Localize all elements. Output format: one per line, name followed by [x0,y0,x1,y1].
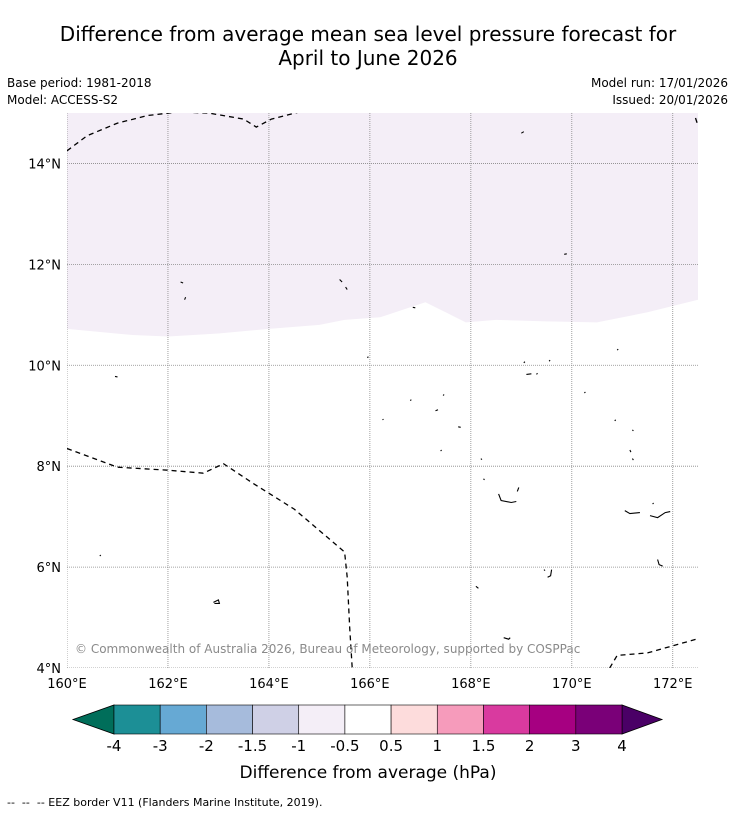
colorbar-tick-label: -4 [107,737,122,755]
island-19 [584,391,586,394]
chart-title: Difference from average mean sea level p… [0,22,736,70]
colorbar-tick-label: 1 [432,737,442,755]
island-33 [543,569,546,571]
island-34 [547,569,553,578]
island-27 [498,493,517,504]
colorbar-cell-2 [206,704,253,735]
island-35 [475,585,479,589]
colorbar-tick-label: -1.5 [238,737,267,755]
y-tick-label: 8°N [37,460,62,475]
map-plot: © Commonwealth of Australia 2026, Bureau… [28,113,698,755]
island-36 [503,637,511,640]
colorbar-cell-1 [159,704,207,735]
island-31 [652,502,654,505]
island-4 [521,131,525,134]
island-24 [631,458,634,461]
colorbar-tick-label: -0.5 [330,737,359,755]
island-9 [458,426,461,428]
x-tick-label: 172°E [653,677,693,692]
island-28 [516,487,520,492]
colorbar-tick-label: -3 [153,737,168,755]
colorbar-tick-label: -1 [291,737,306,755]
colorbar-tick-label: 1.5 [472,737,496,755]
colorbar-cell-4 [298,704,346,735]
colorbar-tick-label: 3 [571,737,581,755]
x-tick-label: 166°E [350,677,390,692]
y-tick-label: 12°N [28,258,61,273]
island-10 [382,418,384,421]
colorbar-under-arrow [71,704,115,735]
island-32 [657,559,663,567]
plot-area: © Commonwealth of Australia 2026, Bureau… [67,113,698,668]
colorbar-label: Difference from average (hPa) [239,763,497,783]
island-20 [616,348,619,351]
meta-right: Model run: 17/01/2026 Issued: 20/01/2026 [591,75,728,109]
island-14 [440,449,442,452]
issued-date: Issued: 20/01/2026 [612,93,728,107]
island-25 [480,458,483,460]
island-5 [564,253,567,255]
island-8 [114,375,118,378]
title-line-1: Difference from average mean sea level p… [59,22,677,46]
eez-border-0 [67,113,298,152]
colorbar-cell-10 [575,704,623,735]
eez-legend: -- -- -- EEZ border V11 (Flanders Marine… [7,796,323,809]
x-tick-label: 162°E [148,677,188,692]
island-17 [536,372,538,375]
y-tick-label: 14°N [28,157,61,172]
base-period: Base period: 1981-2018 [7,76,152,90]
island-3 [345,286,348,290]
colorbar-tick-label: -2 [199,737,214,755]
island-6 [412,306,416,309]
island-12 [442,394,445,396]
meta-left: Base period: 1981-2018 Model: ACCESS-S2 [7,75,152,109]
eez-border-1 [694,117,698,126]
island-23 [629,449,632,453]
island-21 [614,419,617,422]
copyright-watermark: © Commonwealth of Australia 2026, Bureau… [75,642,580,656]
title-line-2: April to June 2026 [278,46,458,70]
colorbar-cell-8 [483,704,530,735]
colorbar-cell-7 [436,704,484,735]
island-37 [99,554,102,557]
y-tick-label: 4°N [37,662,62,677]
colorbar-over-arrow [621,704,664,735]
island-1 [184,296,187,300]
colorbar-cell-9 [529,704,577,735]
island-22 [632,429,634,432]
region-minus-1-to-minus-0-5 [67,113,698,337]
colorbar-tick-label: 4 [617,737,627,755]
colorbar-cell-0 [113,704,161,735]
y-tick-label: 10°N [28,359,61,374]
colorbar-tick-label: 2 [525,737,535,755]
x-tick-label: 164°E [249,677,289,692]
island-18 [548,359,551,362]
island-38 [213,599,221,604]
model-name: Model: ACCESS-S2 [7,93,119,107]
island-15 [523,361,526,364]
model-run: Model run: 17/01/2026 [590,76,728,90]
island-29 [624,510,640,515]
x-tick-label: 170°E [552,677,592,692]
eez-border-3 [609,638,698,668]
x-tick-label: 160°E [47,677,87,692]
colorbar-cell-3 [252,704,300,735]
x-tick-label: 168°E [451,677,491,692]
eez-border-2 [67,447,353,668]
island-16 [526,373,532,375]
island-11 [435,409,439,412]
island-13 [409,399,412,401]
y-tick-label: 6°N [37,561,62,576]
island-7 [367,356,369,359]
island-26 [483,478,485,481]
island-2 [339,279,343,283]
colorbar-cell-6 [390,704,438,735]
island-0 [180,281,184,284]
colorbar-cell-5 [344,704,392,735]
island-30 [649,511,671,519]
colorbar-tick-label: 0.5 [379,737,403,755]
